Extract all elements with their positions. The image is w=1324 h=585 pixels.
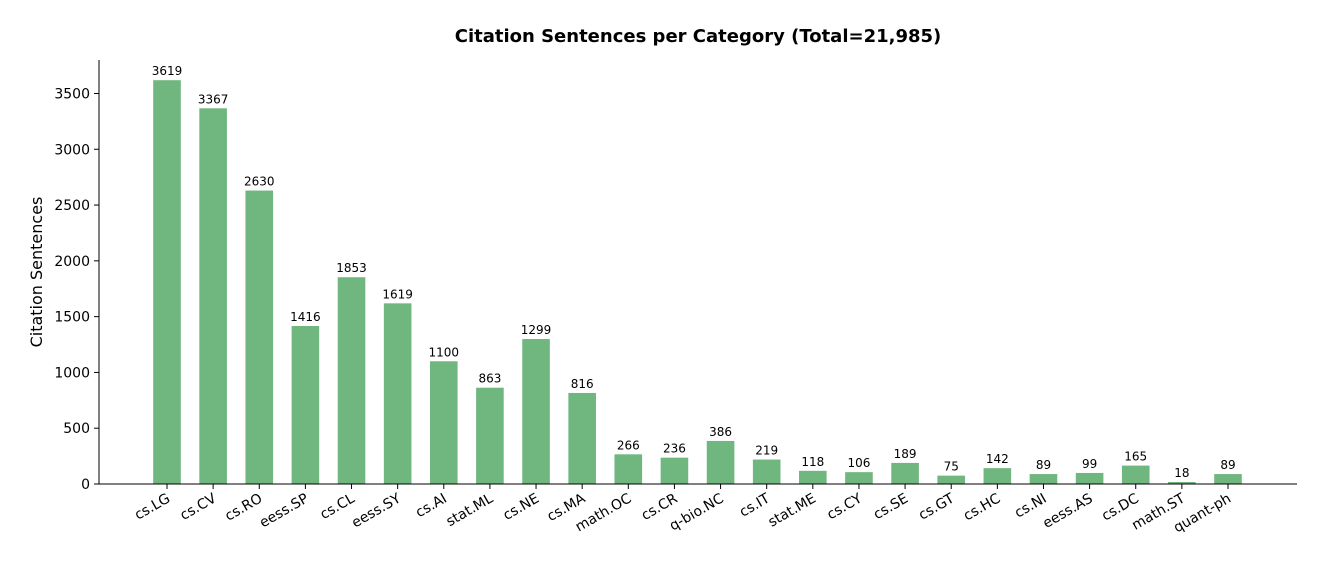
x-tick-label-cs.LG: cs.LG: [132, 491, 173, 524]
data-label-eess.AS: 99: [1082, 457, 1097, 471]
bar-cs.CL: [337, 277, 366, 484]
data-label-q-bio.NC: 386: [709, 425, 732, 439]
y-axis: 0 500 1000 1500 2000 2500 3000 3500: [54, 60, 100, 493]
x-tick-label-cs.NE: cs.NE: [500, 491, 542, 524]
y-tick-label-1000: 1000: [54, 365, 90, 381]
bar-cs.AI: [429, 361, 458, 484]
x-tick-label-eess.AS: eess.AS: [1040, 491, 1095, 532]
bar-cs.NE: [522, 339, 550, 484]
data-label-eess.SY: 1619: [382, 287, 413, 301]
bar-cs.LG: [153, 80, 181, 484]
bar-cs.IT: [752, 459, 781, 484]
bar-stat.ML: [476, 387, 504, 484]
y-tick-label-3500: 3500: [54, 86, 90, 102]
bar-cs.CY: [845, 472, 873, 484]
data-label-cs.NE: 1299: [521, 323, 552, 337]
data-label-cs.CY: 106: [847, 456, 870, 470]
y-axis-label: Citation Sentences: [27, 197, 46, 348]
data-label-stat.ML: 863: [478, 372, 501, 386]
bar-cs.CV: [199, 108, 227, 484]
data-label-cs.LG: 3619: [152, 64, 183, 78]
x-tick-label-cs.GT: cs.GT: [916, 490, 958, 523]
data-label-stat.ME: 118: [801, 455, 824, 469]
data-label-cs.CV: 3367: [198, 92, 229, 106]
data-label-cs.AI: 1100: [429, 345, 460, 359]
bar-cs.NI: [1029, 474, 1058, 484]
bar-cs.SE: [891, 462, 919, 484]
bar-cs.DC: [1121, 465, 1150, 484]
bar-math.OC: [614, 454, 643, 484]
data-label-quant-ph: 89: [1220, 458, 1235, 472]
bar-q-bio.NC: [706, 440, 735, 484]
x-tick-label-stat.ML: stat.ML: [444, 491, 496, 531]
x-tick-label-cs.CY: cs.CY: [824, 490, 865, 523]
bar-eess.AS: [1075, 472, 1104, 484]
data-label-math.ST: 18: [1174, 466, 1189, 480]
data-label-math.OC: 266: [617, 438, 640, 452]
data-label-cs.GT: 75: [944, 460, 959, 474]
data-label-cs.DC: 165: [1124, 450, 1147, 464]
bar-eess.SP: [291, 326, 320, 484]
data-label-cs.CR: 236: [663, 442, 686, 456]
data-label-eess.SP: 1416: [290, 310, 321, 324]
data-labels-group: 3619 3367 2630 1416 1853 1619 1100 863 1299 816 26…: [152, 64, 1236, 480]
data-label-cs.MA: 816: [571, 377, 594, 391]
y-tick-label-3000: 3000: [54, 142, 90, 158]
data-label-cs.NI: 89: [1036, 458, 1051, 472]
y-tick-label-2000: 2000: [54, 254, 90, 270]
data-label-cs.IT: 219: [755, 444, 778, 458]
y-tick-label-0: 0: [81, 477, 90, 493]
x-tick-label-cs.CV: cs.CV: [178, 490, 220, 523]
bar-stat.ME: [799, 470, 827, 484]
bar-eess.SY: [383, 303, 412, 484]
x-tick-label-eess.SP: eess.SP: [257, 491, 311, 532]
bar-cs.GT: [937, 475, 966, 484]
data-label-cs.SE: 189: [894, 447, 917, 461]
bar-cs.RO: [245, 190, 274, 485]
x-tick-label-eess.SY: eess.SY: [349, 490, 404, 531]
bars-group: [153, 80, 1242, 485]
x-tick-label-cs.SE: cs.SE: [871, 491, 911, 523]
bar-cs.CR: [660, 457, 689, 484]
chart-title: Citation Sentences per Category (Total=2…: [455, 26, 942, 47]
data-label-cs.RO: 2630: [244, 175, 275, 189]
data-label-cs.HC: 142: [986, 452, 1009, 466]
y-tick-label-1500: 1500: [54, 310, 90, 326]
y-tick-label-500: 500: [63, 421, 90, 437]
bar-cs.MA: [568, 392, 596, 484]
bar-quant-ph: [1214, 474, 1242, 484]
x-tick-label-cs.HC: cs.HC: [961, 490, 1004, 524]
data-label-cs.CL: 1853: [336, 261, 367, 275]
bar-math.ST: [1168, 481, 1196, 484]
x-tick-label-stat.ME: stat.ME: [766, 491, 819, 531]
bar-cs.HC: [983, 468, 1012, 484]
y-tick-label-2500: 2500: [54, 198, 90, 214]
